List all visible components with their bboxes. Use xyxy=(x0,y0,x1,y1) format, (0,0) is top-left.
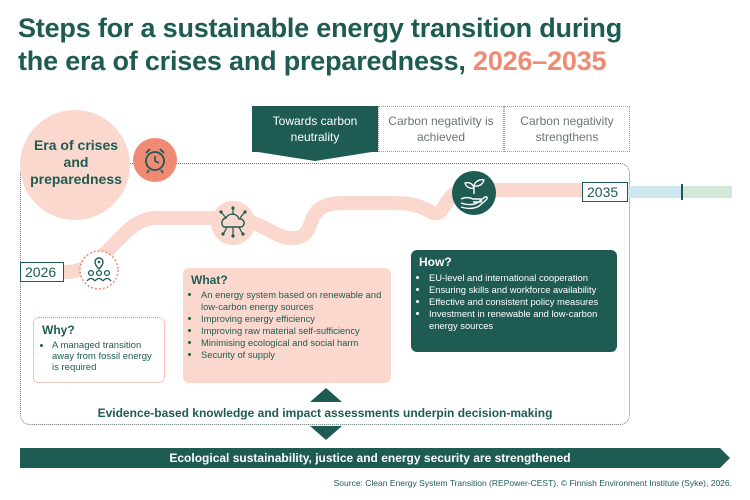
diagram-frame xyxy=(20,163,630,425)
phase-towards-carbon-neutrality: Towards carbon neutrality xyxy=(252,106,378,152)
era-circle xyxy=(20,110,130,220)
outcome-banner xyxy=(20,448,730,468)
people-location-icon xyxy=(79,250,119,290)
phase-carbon-negativity-strengthens: Carbon negativity strengthens xyxy=(504,106,630,152)
what-list: An energy system based on renewable and … xyxy=(191,289,383,361)
why-item: A managed transition away from fossil en… xyxy=(52,340,156,373)
why-list: A managed transition away from fossil en… xyxy=(42,340,156,373)
what-heading: What? xyxy=(191,273,228,287)
why-heading: Why? xyxy=(42,323,75,337)
how-box: How? EU-level and international cooperat… xyxy=(411,250,617,352)
network-cloud-icon xyxy=(211,201,255,245)
start-year: 2026 xyxy=(20,262,64,282)
alarm-clock-icon xyxy=(133,138,177,182)
how-item: EU-level and international cooperation xyxy=(429,272,609,284)
what-item: An energy system based on renewable and … xyxy=(201,289,383,313)
era-label: Era of crises and preparedness xyxy=(30,137,122,187)
evidence-statement: Evidence-based knowledge and impact asse… xyxy=(97,406,553,420)
what-item: Minimising ecological and social harm xyxy=(201,337,383,349)
page-title: Steps for a sustainable energy transitio… xyxy=(18,12,738,78)
future-track-green xyxy=(682,186,732,198)
how-item: Investment in renewable and low-carbon e… xyxy=(429,308,609,332)
arrow-down-icon xyxy=(310,426,342,440)
hand-plant-icon xyxy=(452,171,496,215)
how-heading: How? xyxy=(419,255,452,269)
future-track-blue xyxy=(628,186,682,198)
what-item: Improving raw material self-sufficiency xyxy=(201,325,383,337)
how-item: Effective and consistent policy measures xyxy=(429,296,609,308)
what-box: What? An energy system based on renewabl… xyxy=(183,268,391,383)
phase-pointer xyxy=(252,151,378,161)
what-item: Security of supply xyxy=(201,349,383,361)
phase-carbon-negativity-achieved: Carbon negativity is achieved xyxy=(378,106,504,152)
what-item: Improving energy efficiency xyxy=(201,313,383,325)
why-box: Why? A managed transition away from foss… xyxy=(33,317,165,383)
source-note: Source: Clean Energy System Transition (… xyxy=(333,478,732,488)
arrow-up-icon xyxy=(310,388,342,402)
how-list: EU-level and international cooperation E… xyxy=(419,272,609,332)
title-line-2-text: the era of crises and preparedness, xyxy=(18,46,466,76)
outcome-banner-text: Ecological sustainability, justice and e… xyxy=(169,451,571,465)
end-year: 2035 xyxy=(582,182,628,202)
title-line-2: the era of crises and preparedness, 2026… xyxy=(18,45,738,78)
future-track-divider xyxy=(681,184,683,200)
title-line-1: Steps for a sustainable energy transitio… xyxy=(18,13,623,43)
how-item: Ensuring skills and workforce availabili… xyxy=(429,284,609,296)
title-years: 2026–2035 xyxy=(473,46,607,76)
